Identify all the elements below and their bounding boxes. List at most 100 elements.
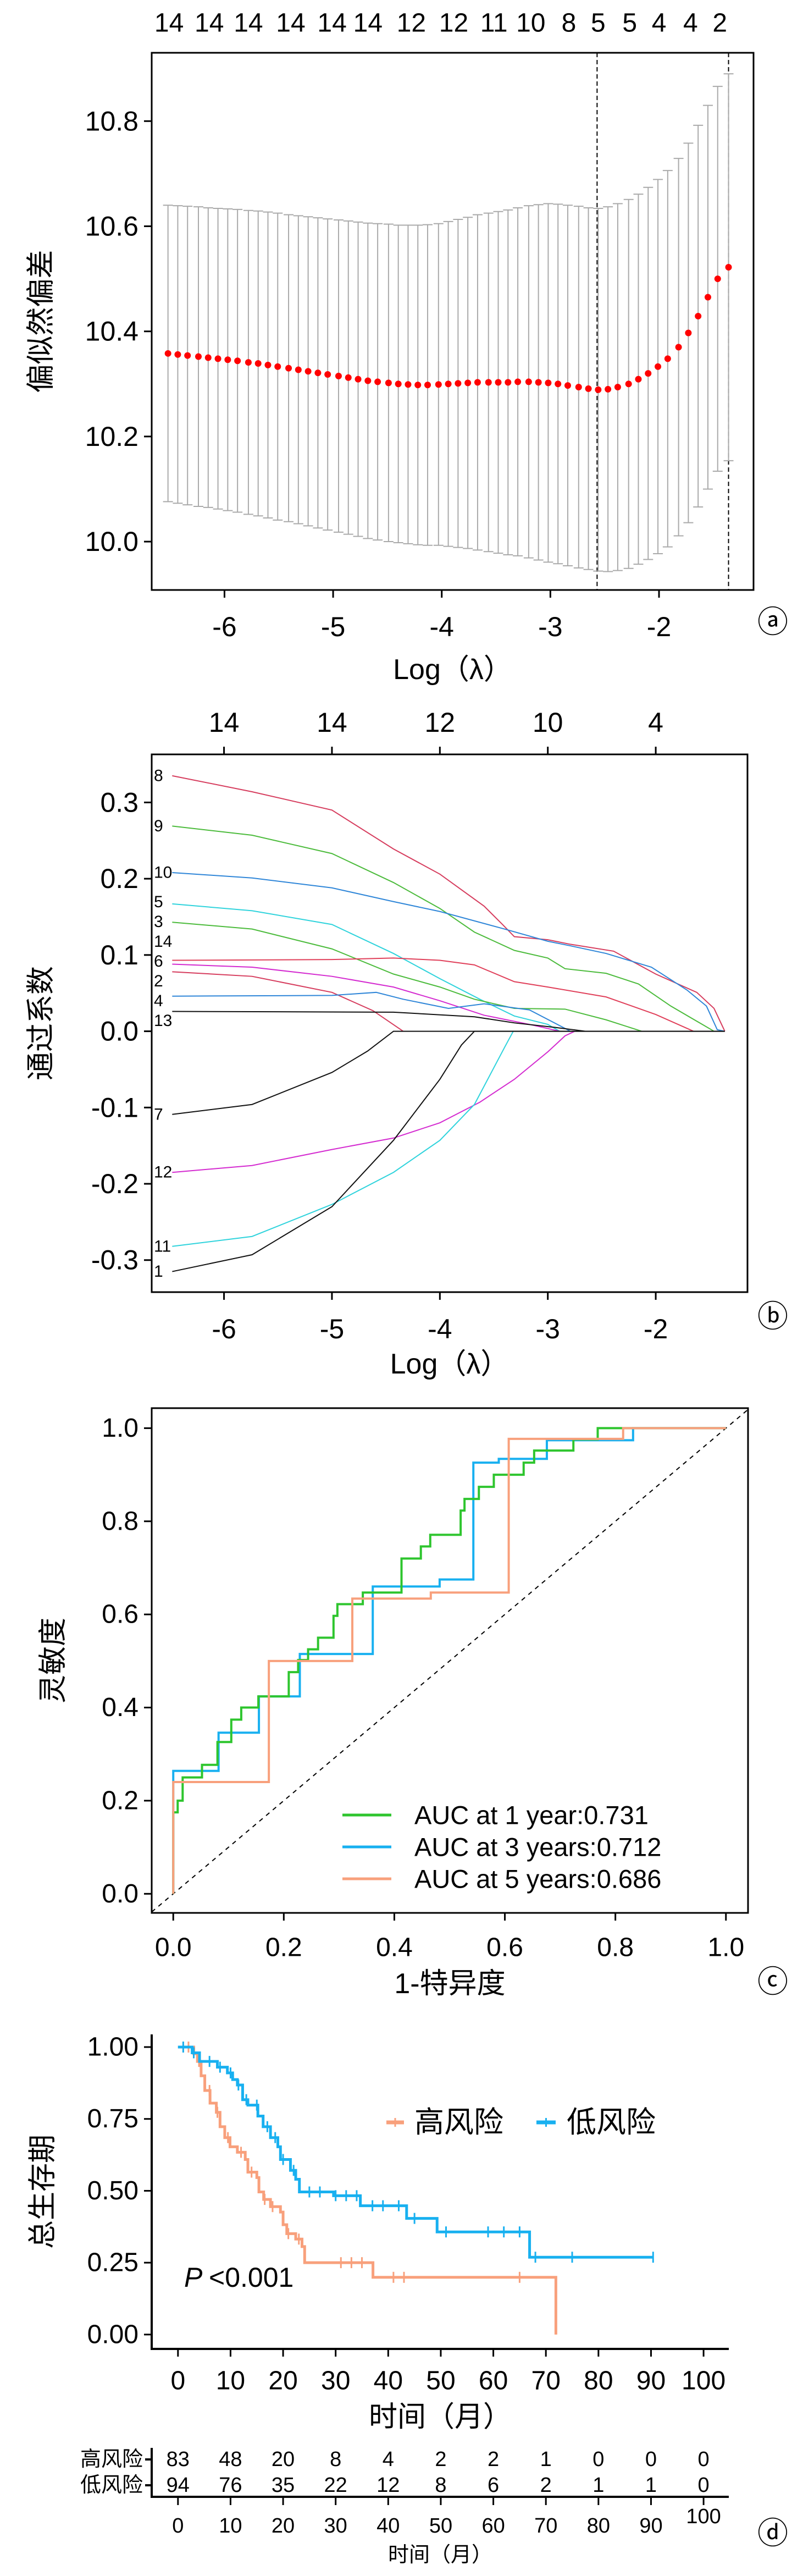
y-tick-label: 10.8 (85, 106, 139, 136)
top-axis-label: 5 (622, 9, 637, 38)
risk-count: 22 (324, 2474, 347, 2497)
top-axis-label: 11 (480, 9, 508, 38)
path-label: 3 (154, 913, 163, 931)
deviance-point (535, 379, 542, 386)
top-axis-label: 2 (712, 9, 727, 38)
deviance-point (505, 379, 512, 386)
y-tick-label: 10.0 (85, 526, 139, 557)
x-tick-label: 20 (268, 2367, 297, 2396)
x-tick-label: 40 (374, 2367, 403, 2396)
deviance-point (525, 378, 532, 385)
path-label: 8 (154, 766, 163, 785)
risk-row-label: 低风险 (80, 2474, 143, 2497)
deviance-point (495, 379, 502, 386)
coefficient-path-10 (172, 872, 725, 1032)
deviance-point (184, 352, 191, 359)
risk-count: 0 (698, 2448, 710, 2471)
top-axis-label: 4 (648, 707, 663, 738)
deviance-point (254, 360, 262, 367)
roc-curve (172, 1427, 726, 1894)
legend-label: AUC at 1 year:0.731 (414, 1801, 649, 1830)
y-axis-label: 总生存期 (27, 2134, 59, 2249)
coefficient-path-6 (172, 963, 560, 1032)
risk-x-tick-label: 90 (639, 2514, 662, 2538)
deviance-point (224, 356, 231, 363)
x-tick-label: 0.4 (376, 1933, 413, 1962)
deviance-point (414, 382, 422, 389)
x-axis-label: 时间（月） (369, 2401, 512, 2433)
y-axis-label: 通过系数 (25, 966, 57, 1080)
top-axis-label: 10 (533, 707, 563, 738)
top-axis-label: 14 (317, 9, 346, 38)
y-tick-label: 0.0 (100, 1016, 139, 1047)
deviance-point (174, 351, 181, 358)
risk-count: 8 (435, 2474, 446, 2497)
deviance-point (204, 354, 212, 361)
deviance-point (564, 382, 572, 389)
risk-count: 83 (167, 2448, 190, 2471)
path-label: 6 (154, 952, 163, 970)
deviance-point (685, 329, 692, 337)
top-axis-label: 14 (353, 9, 383, 38)
y-tick-label: 0.00 (87, 2320, 139, 2349)
roc-curve (172, 1427, 726, 1894)
survival-curve (178, 2045, 557, 2335)
plot-frame (151, 753, 749, 1293)
deviance-point (635, 376, 642, 383)
deviance-point (395, 380, 402, 388)
y-tick-label: 0.1 (100, 940, 139, 970)
deviance-point (374, 378, 381, 385)
legend: AUC at 1 year:0.731 AUC at 3 years:0.712 A… (342, 1801, 661, 1894)
deviance-point (195, 353, 202, 360)
panel-label: ⓒ (757, 1965, 788, 1999)
deviance-point (464, 379, 472, 387)
y-tick-label: -0.2 (91, 1168, 139, 1199)
panel-label: ⓑ (757, 1299, 788, 1334)
deviance-point (695, 312, 702, 319)
deviance-point (455, 380, 462, 387)
risk-x-axis-label: 时间（月） (388, 2544, 492, 2567)
coefficient-path-12 (172, 1030, 575, 1173)
deviance-point (585, 385, 592, 392)
deviance-point (274, 363, 281, 370)
deviance-point (595, 386, 602, 393)
deviance-point (324, 371, 331, 378)
risk-x-tick-label: 30 (324, 2514, 347, 2538)
path-label: 14 (154, 933, 172, 951)
risk-count: 1 (645, 2474, 657, 2497)
deviance-point (335, 372, 342, 379)
axis-lines (151, 2034, 729, 2350)
coefficient-path-4 (172, 991, 571, 1032)
y-tick-label: 0.8 (102, 1507, 139, 1536)
risk-x-tick-label: 70 (534, 2514, 557, 2538)
x-tick-label: -5 (321, 611, 345, 642)
deviance-point (245, 359, 252, 366)
top-axis-label: 10 (516, 9, 545, 38)
top-axis-label: 14 (154, 9, 184, 38)
x-tick-label: 0.6 (486, 1933, 523, 1962)
risk-x-tick-label: 80 (587, 2514, 610, 2538)
y-tick-label: 0.6 (102, 1600, 139, 1629)
deviance-point (385, 379, 392, 387)
deviance-point (364, 377, 372, 384)
top-axis-label: 4 (652, 9, 667, 38)
x-tick-label: 100 (682, 2367, 725, 2396)
x-tick-label: 0.2 (265, 1933, 302, 1962)
coefficient-path-13 (172, 1011, 586, 1032)
x-tick-label: 50 (426, 2367, 455, 2396)
top-axis-label: 14 (209, 707, 240, 738)
survival-curve (178, 2045, 653, 2259)
coefficient-path-2 (172, 971, 404, 1032)
risk-x-tick-label: 0 (172, 2514, 184, 2538)
top-axis-label: 14 (317, 707, 347, 738)
x-tick-label: -3 (535, 1314, 560, 1344)
x-tick-label: 30 (321, 2367, 350, 2396)
path-label: 10 (154, 864, 172, 882)
x-axis-label: Log（λ） (393, 654, 512, 686)
x-tick-label: -4 (428, 1314, 452, 1344)
coefficient-path-14 (172, 957, 694, 1032)
x-tick-label: 1.0 (707, 1933, 744, 1962)
deviance-point (164, 350, 171, 357)
path-label: 13 (154, 1012, 172, 1030)
y-axis-label: 偏似然偏差 (25, 250, 57, 393)
